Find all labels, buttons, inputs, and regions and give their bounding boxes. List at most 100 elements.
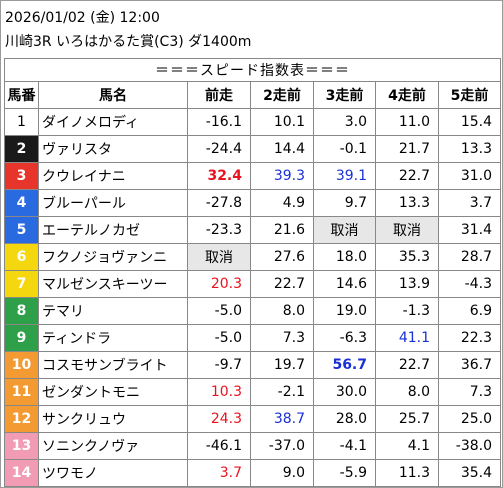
speed-index-4-races-ago-cell: -1.3 [375, 297, 439, 325]
speed-index-2-races-ago-cell: 14.4 [250, 135, 314, 163]
horse-name-cell: ソニンクノヴァ [38, 432, 188, 460]
table-row: 13 ソニンクノヴァ -46.1 -37.0 -4.1 4.1 -38.0 [4, 432, 501, 460]
speed-index-3-races-ago-cell: -6.3 [313, 324, 376, 352]
race-title: 川崎3R いろはかるた賞(C3) ダ1400m [5, 34, 252, 50]
speed-index-5-races-ago-cell: 31.4 [438, 216, 501, 244]
speed-index-last-race-cell: -46.1 [187, 432, 251, 460]
horse-name-cell: サンクリュウ [38, 405, 188, 433]
horse-name-cell: コスモサンブライト [38, 351, 188, 379]
horse-name-cell: ゼンダントモニ [38, 378, 188, 406]
speed-index-last-race-cell: 10.3 [187, 378, 251, 406]
speed-index-2-races-ago-cell: -2.1 [250, 378, 314, 406]
speed-index-2-races-ago-cell: 38.7 [250, 405, 314, 433]
race-datetime: 2026/01/02 (金) 12:00 [5, 10, 160, 26]
speed-index-3-races-ago-cell: 30.0 [313, 378, 376, 406]
speed-index-4-races-ago-cell: 11.3 [375, 459, 439, 487]
speed-index-5-races-ago-cell: -38.0 [438, 432, 501, 460]
col-header-3-races-ago: 3走前 [313, 81, 376, 109]
horse-number-cell: 4 [4, 189, 39, 217]
speed-index-5-races-ago-cell: 3.7 [438, 189, 501, 217]
speed-index-5-races-ago-cell: 22.3 [438, 324, 501, 352]
speed-index-3-races-ago-cell: 56.7 [313, 351, 376, 379]
speed-index-last-race-cell: 32.4 [187, 162, 251, 190]
speed-index-5-races-ago-cell: 7.3 [438, 378, 501, 406]
speed-index-4-races-ago-cell: 13.3 [375, 189, 439, 217]
speed-index-2-races-ago-cell: 10.1 [250, 108, 314, 136]
speed-index-5-races-ago-cell: 28.7 [438, 243, 501, 271]
speed-index-2-races-ago-cell: 27.6 [250, 243, 314, 271]
table-body: 1 ダイノメロディ -16.1 10.1 3.0 11.0 15.4 2 ヴァリスタ -24.4 1… [4, 108, 501, 487]
table-row: 1 ダイノメロディ -16.1 10.1 3.0 11.0 15.4 [4, 108, 501, 136]
speed-index-4-races-ago-cell: 41.1 [375, 324, 439, 352]
speed-index-4-races-ago-cell: 取消 [375, 216, 439, 244]
horse-name-cell: エーテルノカゼ [38, 216, 188, 244]
speed-index-3-races-ago-cell: 28.0 [313, 405, 376, 433]
horse-name-cell: ダイノメロディ [38, 108, 188, 136]
horse-number-cell: 8 [4, 297, 39, 325]
horse-number-cell: 7 [4, 270, 39, 298]
col-header-horse-name: 馬名 [38, 81, 188, 109]
speed-index-2-races-ago-cell: 19.7 [250, 351, 314, 379]
speed-index-2-races-ago-cell: 22.7 [250, 270, 314, 298]
speed-index-5-races-ago-cell: 25.0 [438, 405, 501, 433]
speed-index-table: ＝＝＝スピード指数表＝＝＝ 馬番 馬名 前走 2走前 3走前 4走前 5走前 1… [4, 58, 501, 487]
speed-index-5-races-ago-cell: 35.4 [438, 459, 501, 487]
table-row: 7 マルゼンスキーツー 20.3 22.7 14.6 13.9 -4.3 [4, 270, 501, 298]
speed-index-3-races-ago-cell: 39.1 [313, 162, 376, 190]
table-row: 10 コスモサンブライト -9.7 19.7 56.7 22.7 36.7 [4, 351, 501, 379]
speed-index-3-races-ago-cell: -4.1 [313, 432, 376, 460]
horse-number-cell: 9 [4, 324, 39, 352]
horse-name-cell: ツワモノ [38, 459, 188, 487]
horse-number-cell: 12 [4, 405, 39, 433]
speed-index-3-races-ago-cell: 3.0 [313, 108, 376, 136]
table-banner: ＝＝＝スピード指数表＝＝＝ [4, 58, 501, 82]
speed-index-3-races-ago-cell: 18.0 [313, 243, 376, 271]
table-row: 14 ツワモノ 3.7 9.0 -5.9 11.3 35.4 [4, 459, 501, 487]
horse-number-cell: 2 [4, 135, 39, 163]
table-row: 2 ヴァリスタ -24.4 14.4 -0.1 21.7 13.3 [4, 135, 501, 163]
table-row: 12 サンクリュウ 24.3 38.7 28.0 25.7 25.0 [4, 405, 501, 433]
speed-index-2-races-ago-cell: 4.9 [250, 189, 314, 217]
speed-index-3-races-ago-cell: 取消 [313, 216, 376, 244]
horse-number-cell: 5 [4, 216, 39, 244]
speed-index-last-race-cell: -16.1 [187, 108, 251, 136]
col-header-last-race: 前走 [187, 81, 251, 109]
speed-index-5-races-ago-cell: 31.0 [438, 162, 501, 190]
horse-name-cell: ティンドラ [38, 324, 188, 352]
col-header-4-races-ago: 4走前 [375, 81, 439, 109]
col-header-2-races-ago: 2走前 [250, 81, 314, 109]
table-row: 8 テマリ -5.0 8.0 19.0 -1.3 6.9 [4, 297, 501, 325]
speed-index-last-race-cell: -23.3 [187, 216, 251, 244]
speed-index-last-race-cell: -24.4 [187, 135, 251, 163]
table-row: 11 ゼンダントモニ 10.3 -2.1 30.0 8.0 7.3 [4, 378, 501, 406]
speed-index-4-races-ago-cell: 22.7 [375, 351, 439, 379]
horse-number-cell: 13 [4, 432, 39, 460]
table-row: 9 ティンドラ -5.0 7.3 -6.3 41.1 22.3 [4, 324, 501, 352]
col-header-number: 馬番 [4, 81, 39, 109]
speed-index-5-races-ago-cell: 6.9 [438, 297, 501, 325]
speed-index-last-race-cell: 取消 [187, 243, 251, 271]
horse-name-cell: ブルーパール [38, 189, 188, 217]
speed-index-2-races-ago-cell: 39.3 [250, 162, 314, 190]
speed-index-4-races-ago-cell: 4.1 [375, 432, 439, 460]
horse-number-cell: 14 [4, 459, 39, 487]
speed-index-5-races-ago-cell: 36.7 [438, 351, 501, 379]
horse-number-cell: 10 [4, 351, 39, 379]
speed-index-4-races-ago-cell: 13.9 [375, 270, 439, 298]
speed-index-3-races-ago-cell: -0.1 [313, 135, 376, 163]
speed-index-last-race-cell: -27.8 [187, 189, 251, 217]
horse-name-cell: フクノジョヴァンニ [38, 243, 188, 271]
speed-index-5-races-ago-cell: 13.3 [438, 135, 501, 163]
horse-name-cell: ヴァリスタ [38, 135, 188, 163]
speed-index-last-race-cell: 24.3 [187, 405, 251, 433]
speed-index-last-race-cell: 20.3 [187, 270, 251, 298]
speed-index-3-races-ago-cell: 9.7 [313, 189, 376, 217]
speed-index-4-races-ago-cell: 11.0 [375, 108, 439, 136]
speed-index-3-races-ago-cell: 19.0 [313, 297, 376, 325]
table-row: 4 ブルーパール -27.8 4.9 9.7 13.3 3.7 [4, 189, 501, 217]
speed-index-4-races-ago-cell: 22.7 [375, 162, 439, 190]
horse-name-cell: テマリ [38, 297, 188, 325]
speed-index-3-races-ago-cell: -5.9 [313, 459, 376, 487]
speed-index-4-races-ago-cell: 21.7 [375, 135, 439, 163]
